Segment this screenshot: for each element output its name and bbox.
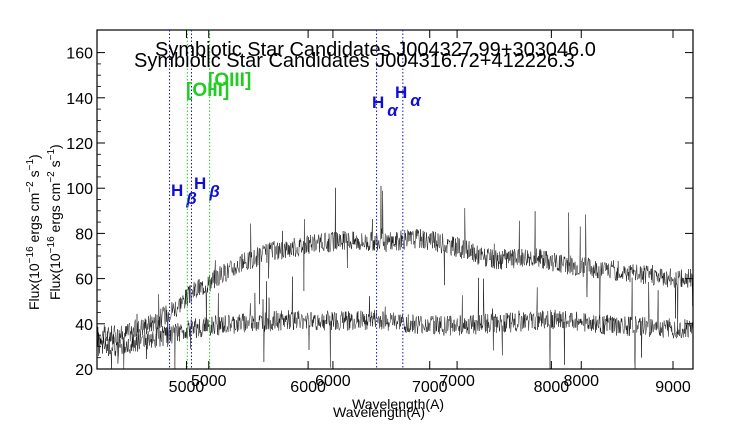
y-tick-label: 160	[66, 46, 93, 63]
x-tick-label-0: 8000	[563, 373, 599, 390]
spectrum-line-1-0	[96, 276, 694, 370]
y-tick-label: 20	[75, 362, 93, 379]
x-tick-label-0: 6000	[315, 373, 351, 390]
x-tick-label-1: 8000	[534, 379, 570, 396]
x-tick-label-1: 6000	[290, 379, 326, 396]
chart-title-primary: Symbiotic Star Candidates J004327.99+303…	[155, 39, 596, 61]
spectrum-line-0-0	[96, 185, 694, 370]
x-tick-label-1: 9000	[655, 379, 691, 396]
x-tick-label-0: 7000	[439, 373, 475, 390]
x-tick-label-0: 5000	[191, 373, 227, 390]
spectra-group	[96, 185, 694, 370]
chart-title-secondary: Symbiotic Star Candidates J004316.72+412…	[134, 50, 575, 72]
x-tick-label-1: 7000	[412, 379, 448, 396]
y-tick-label: 100	[66, 181, 93, 198]
y-tick-label: 120	[66, 136, 93, 153]
x-axis-label-secondary: Wavelength(A)	[333, 404, 425, 420]
y-axis-label-secondary: Flux(10−16 ergs cm−2 s−1)	[46, 144, 63, 300]
ticks-group: 20 40 60 80 100 120 140 160 5000 6000 7000 8000 5000…	[66, 30, 693, 396]
y-tick-label: 40	[75, 317, 93, 334]
y-tick-label: 80	[75, 226, 93, 243]
y-tick-label: 60	[75, 272, 93, 289]
x-tick-label-1: 5000	[169, 379, 205, 396]
y-axis-label-primary: Flux(10−16 ergs cm−2 s−1)	[25, 154, 42, 310]
emission-label-0-1: [OIII]	[208, 70, 251, 91]
emission-label-1-1: [OIII]	[186, 80, 229, 101]
y-tick-label: 140	[66, 91, 93, 108]
x-axis-label-primary: Wavelength(A)	[352, 396, 444, 412]
